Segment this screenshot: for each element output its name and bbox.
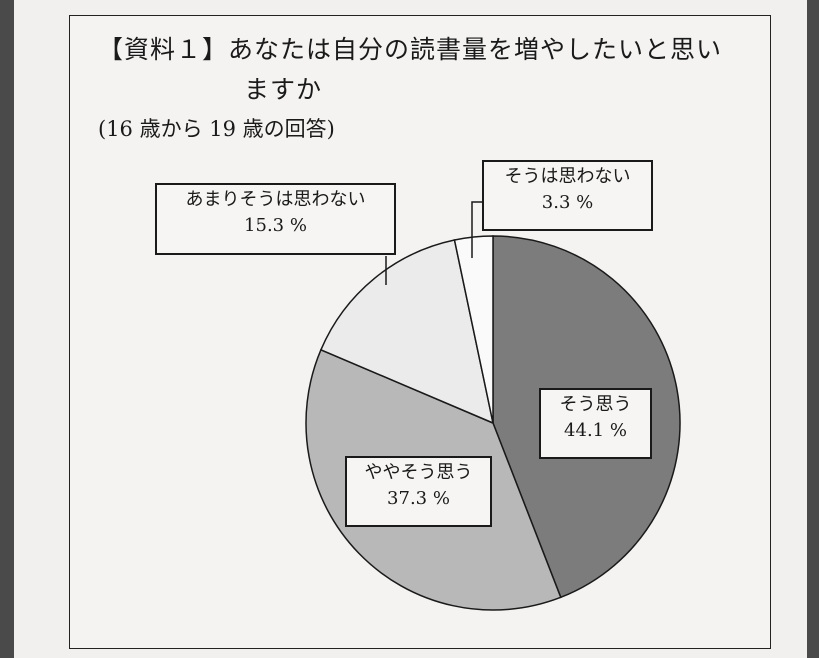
slice-label-box-disagree: そうは思わない 3.3 % [482,160,653,231]
slice-label-box-not-really: あまりそうは思わない 15.3 % [155,183,396,255]
chart-subtitle: (16 歳から 19 歳の回答) [98,117,335,141]
chart-title: 【資料１】あなたは自分の読書量を増やしたいと思い [98,35,723,64]
chart-title-continuation: ますか [244,75,323,104]
slice-label-box-agree: そう思う 44.1 % [539,388,652,459]
leader-line-disagree [471,201,483,258]
slice-value-disagree: 3.3 % [541,192,594,213]
slice-label-disagree: そうは思わない [504,166,631,187]
slice-value-not-really: 15.3 % [244,215,307,236]
slice-label-box-somewhat-agree: ややそう思う 37.3 % [345,456,492,527]
slice-value-somewhat-agree: 37.3 % [387,488,450,509]
scan-edge-right [807,0,819,658]
slice-label-somewhat-agree: ややそう思う [364,462,473,483]
slice-value-agree: 44.1 % [564,420,627,441]
scan-edge-left [0,0,14,658]
pie-slice-not-really [319,239,495,425]
slice-label-not-really: あまりそうは思わない [185,189,366,210]
pie-slice-disagree [453,235,494,424]
slice-label-agree: そう思う [559,394,632,415]
